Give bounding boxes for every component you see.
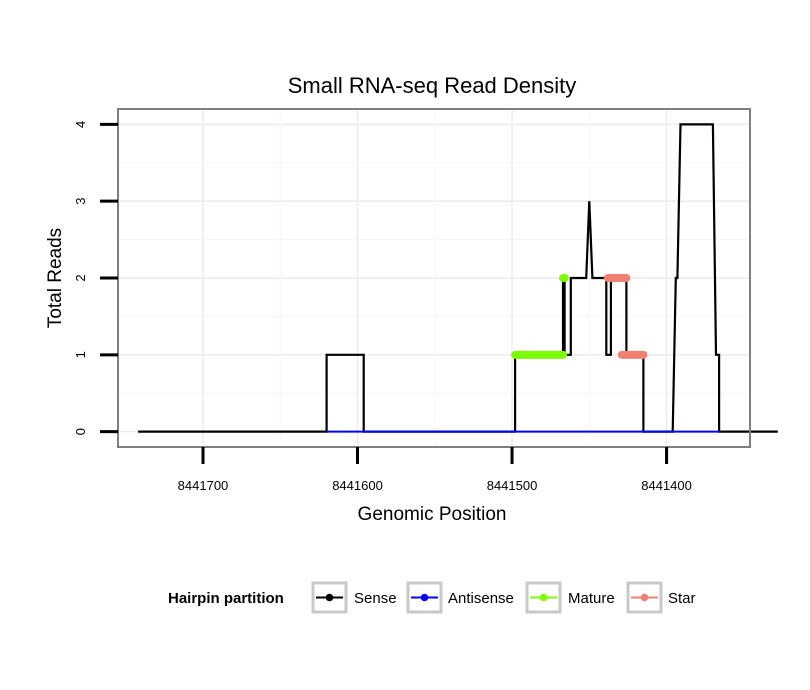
y-tick-label: 2	[73, 274, 88, 281]
chart-title: Small RNA-seq Read Density	[288, 73, 577, 98]
x-axis-ticks: 8441700 8441600 8441500 8441400	[178, 447, 692, 493]
y-tick-label: 3	[73, 198, 88, 205]
legend-label-sense: Sense	[354, 590, 397, 607]
x-tick-label: 8441400	[641, 478, 692, 493]
y-tick-label: 1	[73, 351, 88, 358]
legend-dot-sense	[325, 593, 334, 602]
x-tick-label: 8441500	[487, 478, 538, 493]
x-axis-title: Genomic Position	[358, 504, 507, 525]
series-layer	[138, 123, 778, 433]
legend-dot-antisense	[420, 593, 429, 602]
legend-label-mature: Mature	[568, 590, 615, 607]
x-tick-label: 8441700	[178, 478, 229, 493]
y-axis-ticks: 0 1 2 3 4	[73, 121, 118, 435]
grid-lines	[118, 109, 750, 447]
legend: Hairpin partition Sense Antisense Mature St…	[168, 581, 696, 614]
legend-dot-mature	[539, 593, 548, 602]
legend-dot-star	[640, 593, 649, 602]
legend-title: Hairpin partition	[168, 590, 284, 607]
y-axis-title: Total Reads	[45, 228, 66, 328]
legend-label-star: Star	[668, 590, 696, 607]
y-tick-label: 4	[73, 121, 88, 128]
x-tick-label: 8441600	[332, 478, 383, 493]
legend-label-antisense: Antisense	[448, 590, 514, 607]
y-tick-label: 0	[73, 428, 88, 435]
